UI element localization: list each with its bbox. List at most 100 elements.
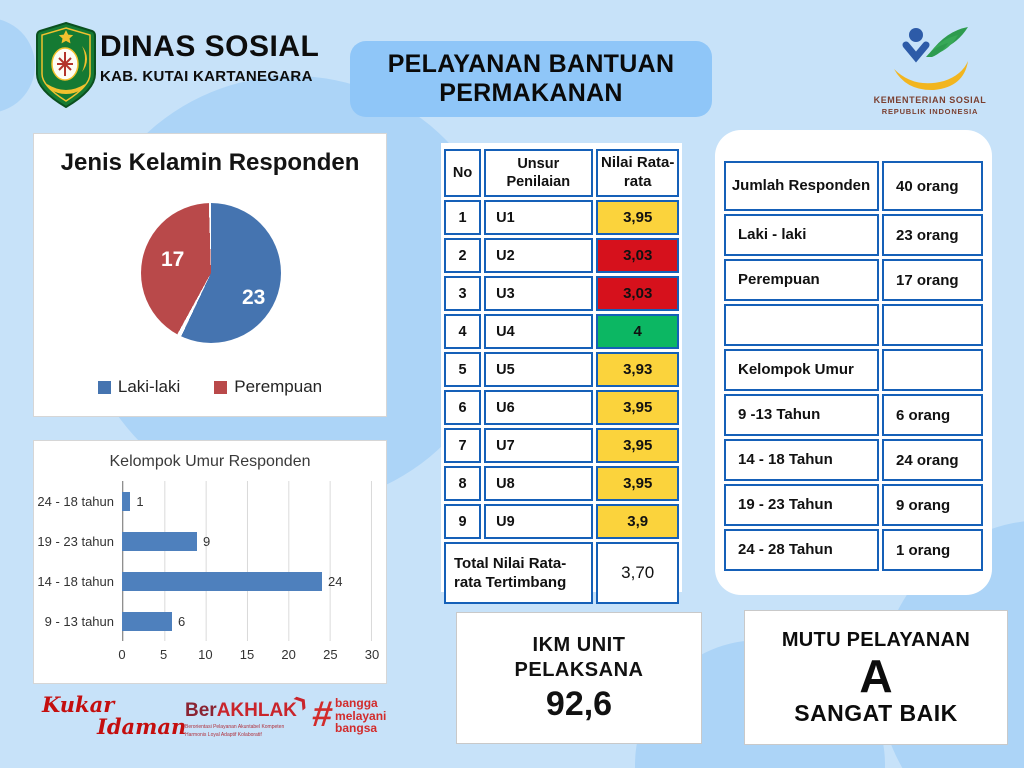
berakhlak-wordmark: BerAKHLAK ❯ xyxy=(185,691,310,722)
score-row: 1 U1 3,95 xyxy=(444,200,679,235)
berakhlak-tagline2: Harmonis Loyal Adaptif Kolaboratif xyxy=(185,732,262,738)
pie-value-perempuan: 17 xyxy=(161,248,185,271)
respondent-label xyxy=(724,304,879,346)
respondent-label: Perempuan xyxy=(724,259,879,301)
bar-value-label: 24 xyxy=(328,573,343,589)
score-unsur: U9 xyxy=(484,504,594,539)
bar xyxy=(122,611,172,631)
score-no: 6 xyxy=(444,390,482,425)
respondent-label: 9 -13 Tahun xyxy=(724,394,879,436)
score-unsur: U7 xyxy=(484,428,594,463)
score-nilai: 3,95 xyxy=(596,200,679,235)
bar-chart-plot: 24 - 18 tahun 1 19 - 23 tahun 9 14 - 18 tahu… xyxy=(34,481,372,641)
score-nilai: 3,95 xyxy=(596,466,679,501)
score-no: 7 xyxy=(444,428,482,463)
score-unsur: U6 xyxy=(484,390,594,425)
bar-row: 9 - 13 tahun 6 xyxy=(34,601,372,641)
bar-row: 24 - 18 tahun 1 xyxy=(34,481,372,521)
score-row: 7 U7 3,95 xyxy=(444,428,679,463)
legend-item-laki-laki: Laki-laki xyxy=(97,377,181,397)
respondent-row: 14 - 18 Tahun 24 orang xyxy=(724,439,983,481)
bangga-words: bangga melayani bangsa xyxy=(335,697,386,735)
main-title-line1: PELAYANAN BANTUAN xyxy=(387,50,675,78)
bar xyxy=(122,571,322,591)
score-row: 5 U5 3,93 xyxy=(444,352,679,387)
kemensos-logo-icon xyxy=(894,27,968,91)
score-no: 4 xyxy=(444,314,482,349)
respondent-row: 9 -13 Tahun 6 orang xyxy=(724,394,983,436)
respondent-value: 24 orang xyxy=(882,439,983,481)
score-row: 9 U9 3,9 xyxy=(444,504,679,539)
score-nilai: 3,95 xyxy=(596,428,679,463)
respondent-row: 24 - 28 Tahun 1 orang xyxy=(724,529,983,571)
respondent-value xyxy=(882,349,983,391)
score-header-row: No Unsur Penilaian Nilai Rata-rata xyxy=(444,149,679,197)
score-row: 4 U4 4 xyxy=(444,314,679,349)
ikm-label-line1: IKM UNIT xyxy=(532,633,626,656)
score-no: 8 xyxy=(444,466,482,501)
bar-row: 19 - 23 tahun 9 xyxy=(34,521,372,561)
bar-category-label: 14 - 18 tahun xyxy=(37,573,114,589)
bar-track: 9 xyxy=(122,521,372,561)
bar-category-label: 19 - 23 tahun xyxy=(37,533,114,549)
score-nilai: 3,93 xyxy=(596,352,679,387)
bangga-melayani-bangsa-logo: # bangga melayani bangsa xyxy=(309,693,387,735)
mutu-description: SANGAT BAIK xyxy=(794,699,958,726)
score-unsur: U4 xyxy=(484,314,594,349)
bar-chart-title: Kelompok Umur Responden xyxy=(109,453,311,470)
bar-category-label: 24 - 18 tahun xyxy=(37,493,114,509)
total-value: 3,70 xyxy=(596,542,679,604)
respondent-label: 19 - 23 Tahun xyxy=(724,484,879,526)
col-header-no: No xyxy=(444,149,482,197)
score-no: 9 xyxy=(444,504,482,539)
decorative-circle xyxy=(0,18,35,113)
bar-value-label: 1 xyxy=(136,493,144,509)
score-unsur: U8 xyxy=(484,466,594,501)
legend-swatch-red xyxy=(214,380,228,394)
kukar-idaman-logo: Kukar Idaman xyxy=(42,692,186,739)
score-nilai: 3,9 xyxy=(596,504,679,539)
respondent-value: 9 orang xyxy=(882,484,983,526)
score-table-card: No Unsur Penilaian Nilai Rata-rata 1 U1 3,… xyxy=(441,143,682,604)
respondent-row xyxy=(724,304,983,346)
x-axis-tick: 5 xyxy=(160,647,168,662)
bar-category-label: 9 - 13 tahun xyxy=(44,613,114,629)
berakhlak-main: AKHLAK xyxy=(216,700,297,721)
col-header-unsur: Unsur Penilaian xyxy=(484,149,594,197)
main-title-banner: PELAYANAN BANTUAN PERMAKANAN xyxy=(350,41,712,117)
agency-title-block: DINAS SOSIAL KAB. KUTAI KARTANEGARA xyxy=(100,30,319,85)
x-axis-tick: 30 xyxy=(364,647,380,662)
total-label: Total Nilai Rata-rata Tertimbang xyxy=(444,542,594,604)
ikm-score-box: IKM UNIT PELAKSANA 92,6 xyxy=(456,612,702,744)
bar xyxy=(122,491,131,511)
pie-legend: Laki-laki Perempuan xyxy=(34,377,386,397)
bar-chart-x-axis: 0 5 10 15 20 25 30 xyxy=(118,647,379,665)
respondent-row: 19 - 23 Tahun 9 orang xyxy=(724,484,983,526)
x-axis-tick: 10 xyxy=(198,647,213,662)
gender-pie-chart xyxy=(141,203,281,343)
score-nilai: 4 xyxy=(596,314,679,349)
ikm-value: 92,6 xyxy=(545,684,613,723)
pie-value-laki-laki: 23 xyxy=(242,286,266,309)
x-axis-tick: 0 xyxy=(118,647,126,662)
score-no: 1 xyxy=(444,200,482,235)
score-row: 2 U2 3,03 xyxy=(444,238,679,273)
score-unsur: U1 xyxy=(484,200,594,235)
ministry-country: REPUBLIK INDONESIA xyxy=(881,107,979,116)
score-nilai: 3,95 xyxy=(596,390,679,425)
legend-label: Laki-laki xyxy=(117,377,181,396)
respondent-label: 24 - 28 Tahun xyxy=(724,529,879,571)
respondent-summary-card: Jumlah Responden 40 orang Laki - laki 23 or… xyxy=(715,130,992,595)
main-title-line2: PERMAKANAN xyxy=(439,79,623,107)
bar-track: 6 xyxy=(122,601,372,641)
mutu-title: MUTU PELAYANAN xyxy=(781,628,971,651)
ministry-name: KEMENTERIAN SOSIAL xyxy=(873,95,987,105)
respondent-table: Jumlah Responden 40 orang Laki - laki 23 or… xyxy=(721,158,986,574)
service-quality-box: MUTU PELAYANAN A SANGAT BAIK xyxy=(744,610,1008,745)
bangga-word1: bangga xyxy=(335,696,378,710)
hashtag-icon: # xyxy=(309,693,335,734)
score-unsur: U5 xyxy=(484,352,594,387)
x-axis-tick: 20 xyxy=(281,647,296,662)
kukar-word: Kukar xyxy=(42,692,115,717)
